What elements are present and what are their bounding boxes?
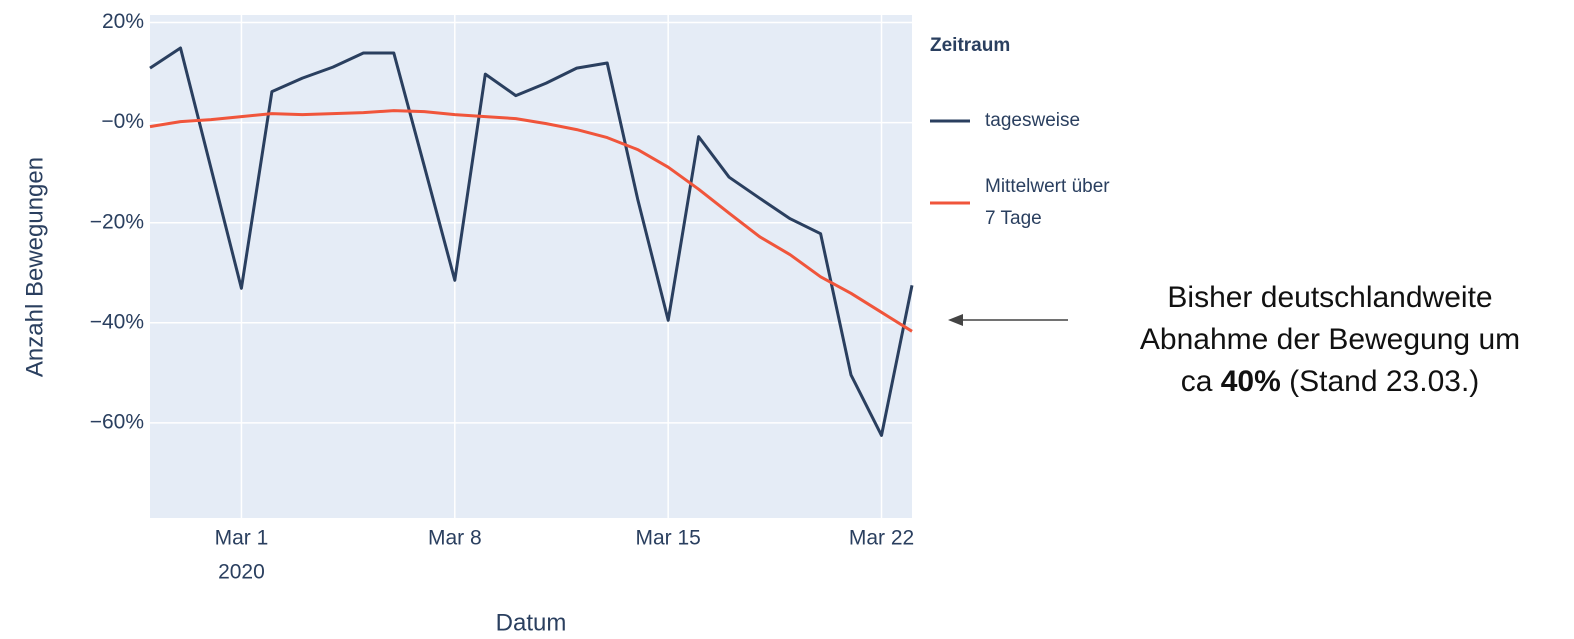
- y-axis-title: Anzahl Bewegungen: [21, 157, 48, 377]
- legend-label: Mittelwert über 7 Tage: [985, 176, 1110, 229]
- legend-title: Zeitraum: [930, 35, 1011, 56]
- x-tick-label: Mar 8: [428, 527, 482, 550]
- annotation-line: ca 40% (Stand 23.03.): [1090, 361, 1570, 403]
- x-tick-label: Mar 1: [215, 527, 269, 550]
- series-line: [149, 46, 914, 437]
- y-tick-label: −0%: [101, 110, 144, 133]
- annotation-line: Abnahme der Bewegung um: [1139, 323, 1521, 356]
- annotation-text: ca: [1180, 365, 1213, 398]
- labels: 20% −0% −20% −40% −60% Mar 1 2020 Mar 8 Mar 15 Ma…: [90, 10, 914, 583]
- marks: [149, 46, 914, 437]
- x-tick-label: Mar 15: [635, 527, 700, 550]
- y-tick-label: −60%: [90, 410, 144, 433]
- x-axis-title: Datum: [496, 609, 567, 636]
- series-line: [149, 109, 913, 333]
- annotation-line: Bisher deutschlandweite: [1167, 281, 1493, 314]
- x-tick-year: 2020: [218, 561, 265, 584]
- x-tick-label: Mar 22: [849, 527, 914, 550]
- legend-label: tagesweise: [985, 110, 1081, 131]
- annotation-highlight: 40%: [1220, 365, 1281, 398]
- annotation-arrow: [948, 314, 1068, 326]
- y-tick-label: −40%: [90, 310, 144, 333]
- annotation-text: (Stand 23.03.): [1289, 365, 1480, 398]
- plot-area: [150, 15, 912, 518]
- y-tick-label: −20%: [90, 210, 144, 233]
- y-tick-label: 20%: [102, 10, 144, 33]
